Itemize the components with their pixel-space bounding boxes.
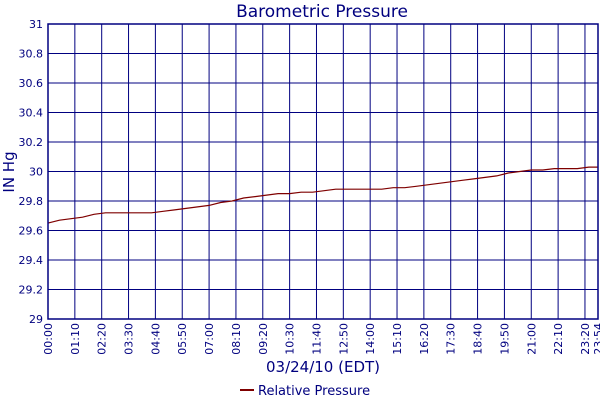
y-tick-label: 30.8 — [19, 48, 44, 61]
x-tick-label: 11:40 — [310, 323, 323, 355]
y-tick-label: 30.6 — [19, 77, 44, 90]
y-tick-label: 29 — [29, 313, 43, 326]
y-tick-label: 30.4 — [19, 107, 44, 120]
x-tick-label: 14:00 — [364, 323, 377, 355]
x-tick-label: 05:50 — [176, 323, 189, 355]
x-tick-label: 23:54 — [592, 323, 600, 355]
y-tick-labels: 29 29.2 29.4 29.6 29.8 30 30.2 30.4 30.6 30.8 31 — [19, 18, 44, 326]
x-tick-label: 08:10 — [230, 323, 243, 355]
x-tick-label: 09:20 — [257, 323, 270, 355]
x-tick-label: 23:20 — [579, 323, 592, 355]
x-tick-label: 17:30 — [445, 323, 458, 355]
y-tick-label: 29.4 — [19, 254, 44, 267]
x-tick-label: 16:20 — [418, 323, 431, 355]
x-tick-label: 21:00 — [525, 323, 538, 355]
x-tick-label: 18:40 — [472, 323, 485, 355]
y-axis-label: IN Hg — [0, 151, 18, 192]
x-axis-label: 03/24/10 (EDT) — [266, 358, 380, 376]
x-tick-label: 07:00 — [203, 323, 216, 355]
chart-title: Barometric Pressure — [236, 2, 408, 22]
x-tick-label: 00:00 — [42, 323, 55, 355]
y-tick-label: 30.2 — [19, 136, 44, 149]
x-tick-label: 22:10 — [552, 323, 565, 355]
series-line-relative-pressure — [47, 166, 598, 224]
x-tick-label: 02:20 — [96, 323, 109, 355]
y-tick-label: 29.2 — [19, 284, 44, 297]
x-tick-label: 01:10 — [69, 323, 82, 355]
y-tick-label: 29.6 — [19, 225, 44, 238]
y-tick-label: 29.8 — [19, 195, 44, 208]
plot-frame — [47, 23, 599, 320]
legend-label-relative-pressure: Relative Pressure — [258, 384, 370, 399]
legend: Relative Pressure — [240, 384, 370, 399]
x-tick-label: 12:50 — [337, 323, 350, 355]
x-tick-label: 04:40 — [149, 323, 162, 355]
x-tick-label: 19:50 — [498, 323, 511, 355]
x-tick-label: 10:30 — [284, 323, 297, 355]
y-tick-label: 30 — [29, 166, 43, 179]
x-tick-label: 15:10 — [391, 323, 404, 355]
x-tick-labels: 00:00 01:10 02:20 03:30 04:40 05:50 07:00 08:10… — [42, 323, 600, 355]
x-tick-label: 03:30 — [123, 323, 136, 355]
series-group — [47, 166, 598, 224]
y-tick-label: 31 — [29, 18, 43, 31]
